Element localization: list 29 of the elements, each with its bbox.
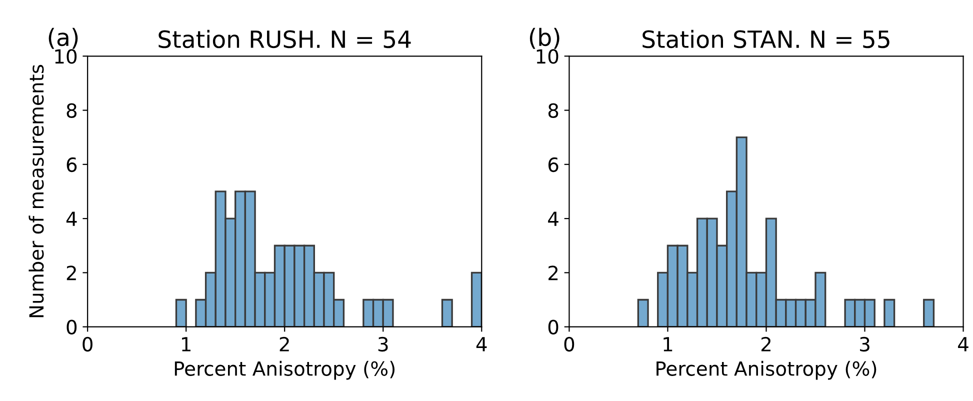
x-tick-label: 0 (564, 336, 574, 352)
x-tick-label: 4 (958, 337, 968, 352)
y-tick-label: 6 (66, 157, 77, 172)
y-tick-label: 6 (548, 157, 558, 172)
y-tick-label: 2 (66, 266, 76, 280)
y-axis-title: Number of measurements (28, 64, 44, 318)
x-axis-title: Percent Anisotropy (%) (174, 360, 394, 380)
chart-title: Station STAN. N = 55 (642, 30, 890, 48)
y-tick-label: 0 (66, 320, 77, 334)
y-tick-label: 10 (536, 49, 558, 64)
x-tick-label: 0 (82, 336, 92, 352)
x-tick-label: 4 (476, 337, 487, 352)
y-tick-label: 0 (548, 320, 558, 334)
y-tick-label: 4 (66, 212, 77, 226)
y-tick-label: 8 (66, 103, 77, 118)
x-axis-title: Percent Anisotropy (%) (656, 360, 876, 380)
x-tick-label: 3 (378, 336, 388, 352)
y-tick-label: 2 (548, 266, 558, 280)
x-tick-label: 3 (860, 336, 870, 352)
y-tick-label: 4 (548, 212, 558, 226)
y-tick-label: 8 (548, 103, 558, 118)
chart-title: Station RUSH. N = 54 (158, 30, 411, 48)
x-tick-label: 1 (182, 337, 190, 352)
x-tick-label: 2 (761, 336, 770, 352)
x-tick-label: 1 (664, 337, 672, 352)
y-tick-label: 10 (55, 49, 77, 64)
text: (a) (48, 28, 78, 49)
x-tick-label: 2 (280, 336, 289, 352)
text: (b) (530, 28, 560, 49)
